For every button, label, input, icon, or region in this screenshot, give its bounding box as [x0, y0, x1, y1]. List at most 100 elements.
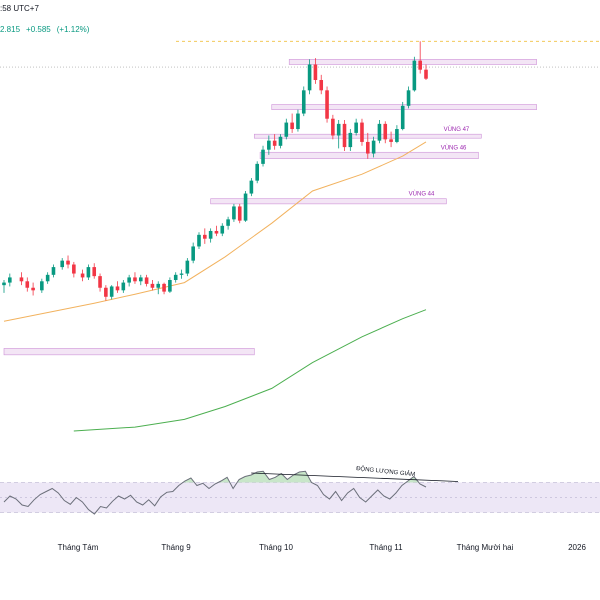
- candle-body: [284, 122, 289, 137]
- candle-body: [220, 225, 225, 234]
- candle: [418, 41, 422, 74]
- candle: [86, 264, 91, 280]
- x-tick-label: Tháng Mười hai: [457, 543, 514, 552]
- candle-body: [424, 69, 428, 79]
- candle-body: [150, 283, 155, 288]
- candle: [133, 272, 137, 284]
- candle: [40, 278, 44, 293]
- candle: [255, 161, 259, 184]
- candle: [25, 277, 30, 292]
- candle-body: [267, 140, 271, 150]
- candle-body: [144, 277, 149, 284]
- candle: [243, 190, 248, 222]
- candle: [412, 56, 417, 92]
- candle: [138, 274, 143, 286]
- candle: [377, 120, 382, 144]
- x-tick-label: Tháng 10: [259, 543, 293, 552]
- candle: [208, 228, 213, 243]
- candle: [45, 272, 50, 284]
- candle-body: [296, 113, 300, 130]
- candle-body: [371, 140, 376, 154]
- candle: [168, 277, 172, 293]
- candle-body: [80, 273, 85, 278]
- candle-body: [313, 64, 318, 80]
- rsi-panel: ĐỘNG LƯỢNG GIẢM: [0, 465, 600, 515]
- candle: [400, 101, 405, 131]
- support-resistance-zones: VÙNG 47 VÙNG 46 VÙNG 44: [3, 59, 537, 356]
- candle: [203, 228, 207, 244]
- candle: [261, 145, 265, 167]
- candle: [307, 59, 312, 95]
- candle-body: [72, 264, 76, 274]
- candle-body: [389, 139, 393, 142]
- candle-body: [249, 180, 254, 194]
- price-quote: 2.815 +0.585 (+1.12%): [0, 25, 95, 34]
- candle-body: [348, 132, 353, 148]
- candle-body: [115, 286, 120, 291]
- candle-body: [336, 123, 341, 136]
- candle-body: [331, 118, 335, 136]
- candle-body: [307, 64, 312, 91]
- moving-averages: [3, 141, 427, 432]
- candle-body: [243, 193, 248, 221]
- candle: [272, 134, 277, 150]
- candle: [72, 261, 76, 278]
- candle-body: [8, 277, 12, 283]
- candle: [214, 225, 219, 237]
- candle: [406, 86, 411, 109]
- candle-body: [60, 260, 65, 268]
- candle: [232, 203, 236, 222]
- x-tick-label: 2026: [568, 543, 586, 552]
- candle: [226, 216, 230, 230]
- candle-body: [51, 267, 56, 275]
- candle: [331, 114, 335, 140]
- candle: [267, 135, 271, 155]
- divergence-label: ĐỘNG LƯỢNG GIẢM: [356, 465, 416, 478]
- candle-body: [412, 60, 417, 91]
- candle-body: [156, 283, 161, 288]
- candle-body: [179, 273, 184, 275]
- candle-body: [98, 276, 102, 288]
- candle-body: [406, 90, 411, 106]
- candle-body: [19, 277, 24, 282]
- candle-body: [162, 283, 166, 292]
- candle-body: [109, 286, 114, 297]
- candle: [104, 285, 108, 301]
- candle-body: [319, 80, 324, 91]
- candle-body: [121, 282, 126, 291]
- chart-time-label: :58 UTC+7: [0, 4, 39, 13]
- candle: [156, 281, 161, 295]
- candlestick-series: [2, 41, 428, 301]
- candle: [296, 109, 300, 132]
- candle: [249, 178, 254, 197]
- candle-body: [208, 230, 213, 239]
- candle: [127, 274, 131, 287]
- candle-body: [133, 277, 137, 282]
- candle-body: [66, 260, 70, 265]
- candle: [424, 64, 428, 80]
- candle-body: [272, 140, 277, 146]
- candle-body: [214, 230, 219, 234]
- x-axis: Tháng Tám Tháng 9 Tháng 10 Tháng 11 Tháng Mư…: [58, 543, 587, 552]
- candle: [8, 273, 12, 287]
- candle: [237, 203, 242, 224]
- candle-body: [45, 274, 50, 282]
- candle: [109, 285, 114, 300]
- candle-body: [232, 206, 236, 220]
- candle: [66, 255, 70, 269]
- candle: [365, 132, 370, 159]
- candle: [19, 272, 24, 286]
- candle-body: [278, 136, 283, 146]
- candle-body: [203, 234, 207, 239]
- candle: [92, 263, 97, 279]
- candle-body: [127, 277, 131, 283]
- candle: [60, 258, 65, 270]
- candle-body: [104, 287, 108, 297]
- candle-body: [377, 123, 382, 141]
- candle-body: [92, 267, 97, 277]
- candle-body: [383, 123, 388, 140]
- price-change: +0.585: [26, 25, 51, 34]
- candle-body: [395, 129, 399, 142]
- candle: [389, 131, 393, 148]
